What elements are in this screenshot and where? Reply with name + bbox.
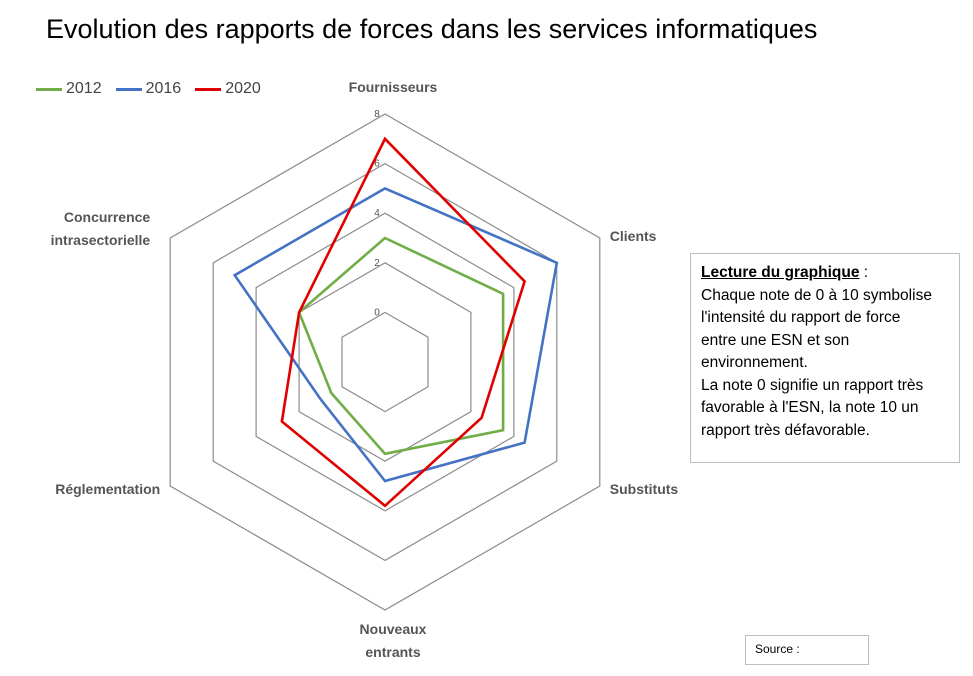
note-heading: Lecture du graphique: [701, 264, 860, 281]
note-line: Chaque note de 0 à 10 symbolise: [701, 286, 932, 304]
radar-gridline: [169, 113, 601, 611]
note-line: favorable à l'ESN, la note 10 un: [701, 399, 919, 416]
legend-item-2016: 2016: [115, 80, 182, 98]
radar-axis-label-line: Fournisseurs: [349, 79, 438, 95]
radar-series-2012: [297, 236, 505, 456]
note-line: entre une ESN et son: [701, 331, 850, 349]
radar-tick-label: 4: [374, 208, 380, 219]
note-heading-suffix: :: [859, 264, 869, 281]
radar-gridline: [298, 262, 472, 462]
radar-axis-label: Fournisseurs: [349, 79, 438, 95]
radar-axis-label: Substituts: [610, 481, 679, 497]
radar-gridline: [255, 212, 515, 512]
legend-swatch-2012: [36, 87, 62, 91]
radar-tick-label: 8: [374, 109, 380, 120]
radar-axis-label-line: entrants: [365, 644, 420, 660]
reading-note-box: Lecture du graphique : Chaque note de 0 …: [690, 253, 960, 463]
radar-axis-label-line: intrasectorielle: [51, 232, 151, 248]
source-box: Source :: [745, 635, 869, 665]
radar-gridline: [341, 311, 429, 413]
radar-series-2016: [232, 186, 559, 483]
legend-swatch-2020: [195, 87, 222, 91]
legend-item-2020: 2020: [195, 80, 261, 98]
legend-item-2012: 2012: [36, 80, 102, 98]
legend-label-2020: 2020: [225, 80, 261, 97]
note-heading-line: Lecture du graphique :: [701, 262, 949, 285]
source-label: Source :: [755, 642, 800, 656]
note-line: l'intensité du rapport de force: [701, 309, 901, 326]
note-line: La note 0 signifie un rapport très: [701, 376, 924, 394]
chart-title: Evolution des rapports de forces dans le…: [46, 14, 818, 44]
radar-axis-label: Concurrence intrasectorielle: [51, 209, 151, 248]
radar-tick-label: 0: [374, 307, 380, 318]
chart-legend: 2012 2016 2020: [36, 80, 261, 98]
legend-swatch-2016: [115, 87, 142, 91]
radar-axis-label-line: Concurrence: [64, 209, 151, 225]
radar-axis-label: Réglementation: [55, 481, 160, 497]
radar-axis-label: Nouveaux entrants: [360, 621, 427, 660]
note-line: rapport très défavorable.: [701, 421, 870, 439]
legend-label-2016: 2016: [145, 80, 182, 97]
radar-tick-label: 2: [374, 258, 380, 269]
radar-axis-label-line: Clients: [610, 228, 657, 244]
note-line: environnement.: [701, 354, 808, 371]
radar-axis-label: Clients: [610, 228, 657, 244]
radar-series-2020: [280, 136, 527, 508]
radar-axis-label-line: Nouveaux: [360, 621, 427, 637]
radar-axis-label-line: Substituts: [610, 481, 679, 497]
radar-tick-label: 6: [374, 159, 380, 170]
legend-label-2012: 2012: [66, 80, 102, 97]
radar-gridline: [212, 162, 558, 562]
radar-axis-label-line: Réglementation: [55, 481, 160, 497]
